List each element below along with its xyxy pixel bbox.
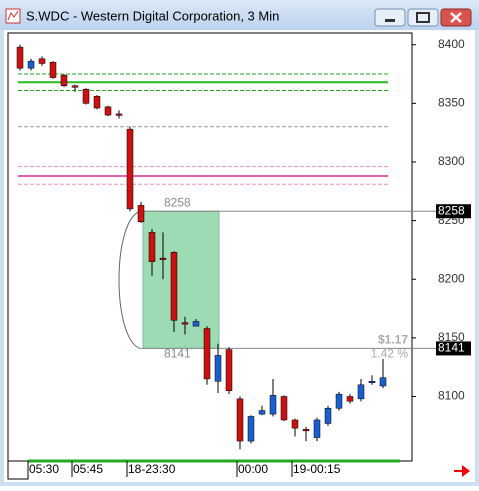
candle-body xyxy=(280,396,288,421)
candle-body xyxy=(104,106,112,116)
candle-body xyxy=(192,321,200,327)
x-tick-label: 18-23:30 xyxy=(128,462,176,476)
candle-body xyxy=(137,205,145,223)
change-percent: 1.42 % xyxy=(371,347,409,361)
change-amount: $1.17 xyxy=(378,333,408,347)
candle-body xyxy=(379,377,387,387)
highlight-zone xyxy=(142,210,220,349)
candle-body xyxy=(93,96,101,109)
candle-body xyxy=(16,46,24,69)
candle-body xyxy=(214,355,222,382)
candle-body xyxy=(357,384,365,400)
candle-body xyxy=(27,60,35,69)
y-tick-label: 8300 xyxy=(438,154,465,168)
marker-label: 8258 xyxy=(164,195,191,209)
app-icon-graph xyxy=(7,10,19,21)
price-box-label: 8141 xyxy=(438,341,465,355)
maximize-button[interactable] xyxy=(407,8,439,27)
y-tick-label: 8150 xyxy=(438,330,465,344)
candle-body xyxy=(49,62,57,78)
x-tick-label: 05:30 xyxy=(29,462,59,476)
candle-body xyxy=(159,257,167,260)
window-title: S.WDC - Western Digital Corporation, 3 M… xyxy=(26,8,279,23)
candle-body xyxy=(225,349,233,391)
marker-label: 8141 xyxy=(164,347,191,361)
x-tick-label: 00:00 xyxy=(238,462,268,476)
price-box xyxy=(436,341,471,356)
candle-body xyxy=(258,410,266,415)
candle-body xyxy=(115,113,123,116)
close-icon xyxy=(450,12,462,23)
candle-body xyxy=(313,419,321,438)
candle-body xyxy=(368,381,376,384)
x-tick-label: 05:45 xyxy=(73,462,103,476)
price-box-label: 8258 xyxy=(438,203,465,217)
x-tick-label: 19-00:15 xyxy=(293,462,341,476)
corner-box xyxy=(7,460,29,480)
candle-body xyxy=(269,395,277,415)
candle-body xyxy=(170,252,178,321)
candle-body xyxy=(148,232,156,262)
y-tick-label: 8200 xyxy=(438,271,465,285)
candle-body xyxy=(236,398,244,442)
candle-body xyxy=(60,74,68,87)
candle-body xyxy=(82,89,90,104)
y-tick-label: 8350 xyxy=(438,96,465,110)
y-tick-label: 8400 xyxy=(438,37,465,51)
plot-frame xyxy=(7,32,413,462)
y-tick-label: 8100 xyxy=(438,389,465,403)
minimize-icon xyxy=(385,19,395,22)
candle-body xyxy=(247,416,255,442)
price-box xyxy=(436,204,471,219)
candle-body xyxy=(38,58,46,64)
candle-body xyxy=(181,322,189,325)
candle-body xyxy=(203,328,211,380)
candle-body xyxy=(71,85,79,88)
candle-body xyxy=(346,396,354,402)
candle-body xyxy=(302,429,310,432)
candle-body xyxy=(291,419,299,429)
candle-body xyxy=(335,393,343,409)
scroll-arrow[interactable] xyxy=(454,465,470,477)
maximize-icon xyxy=(416,12,430,23)
minimize-button[interactable] xyxy=(374,8,406,27)
candle-body xyxy=(324,407,332,424)
candle-body xyxy=(126,128,134,210)
bracket xyxy=(118,210,141,349)
